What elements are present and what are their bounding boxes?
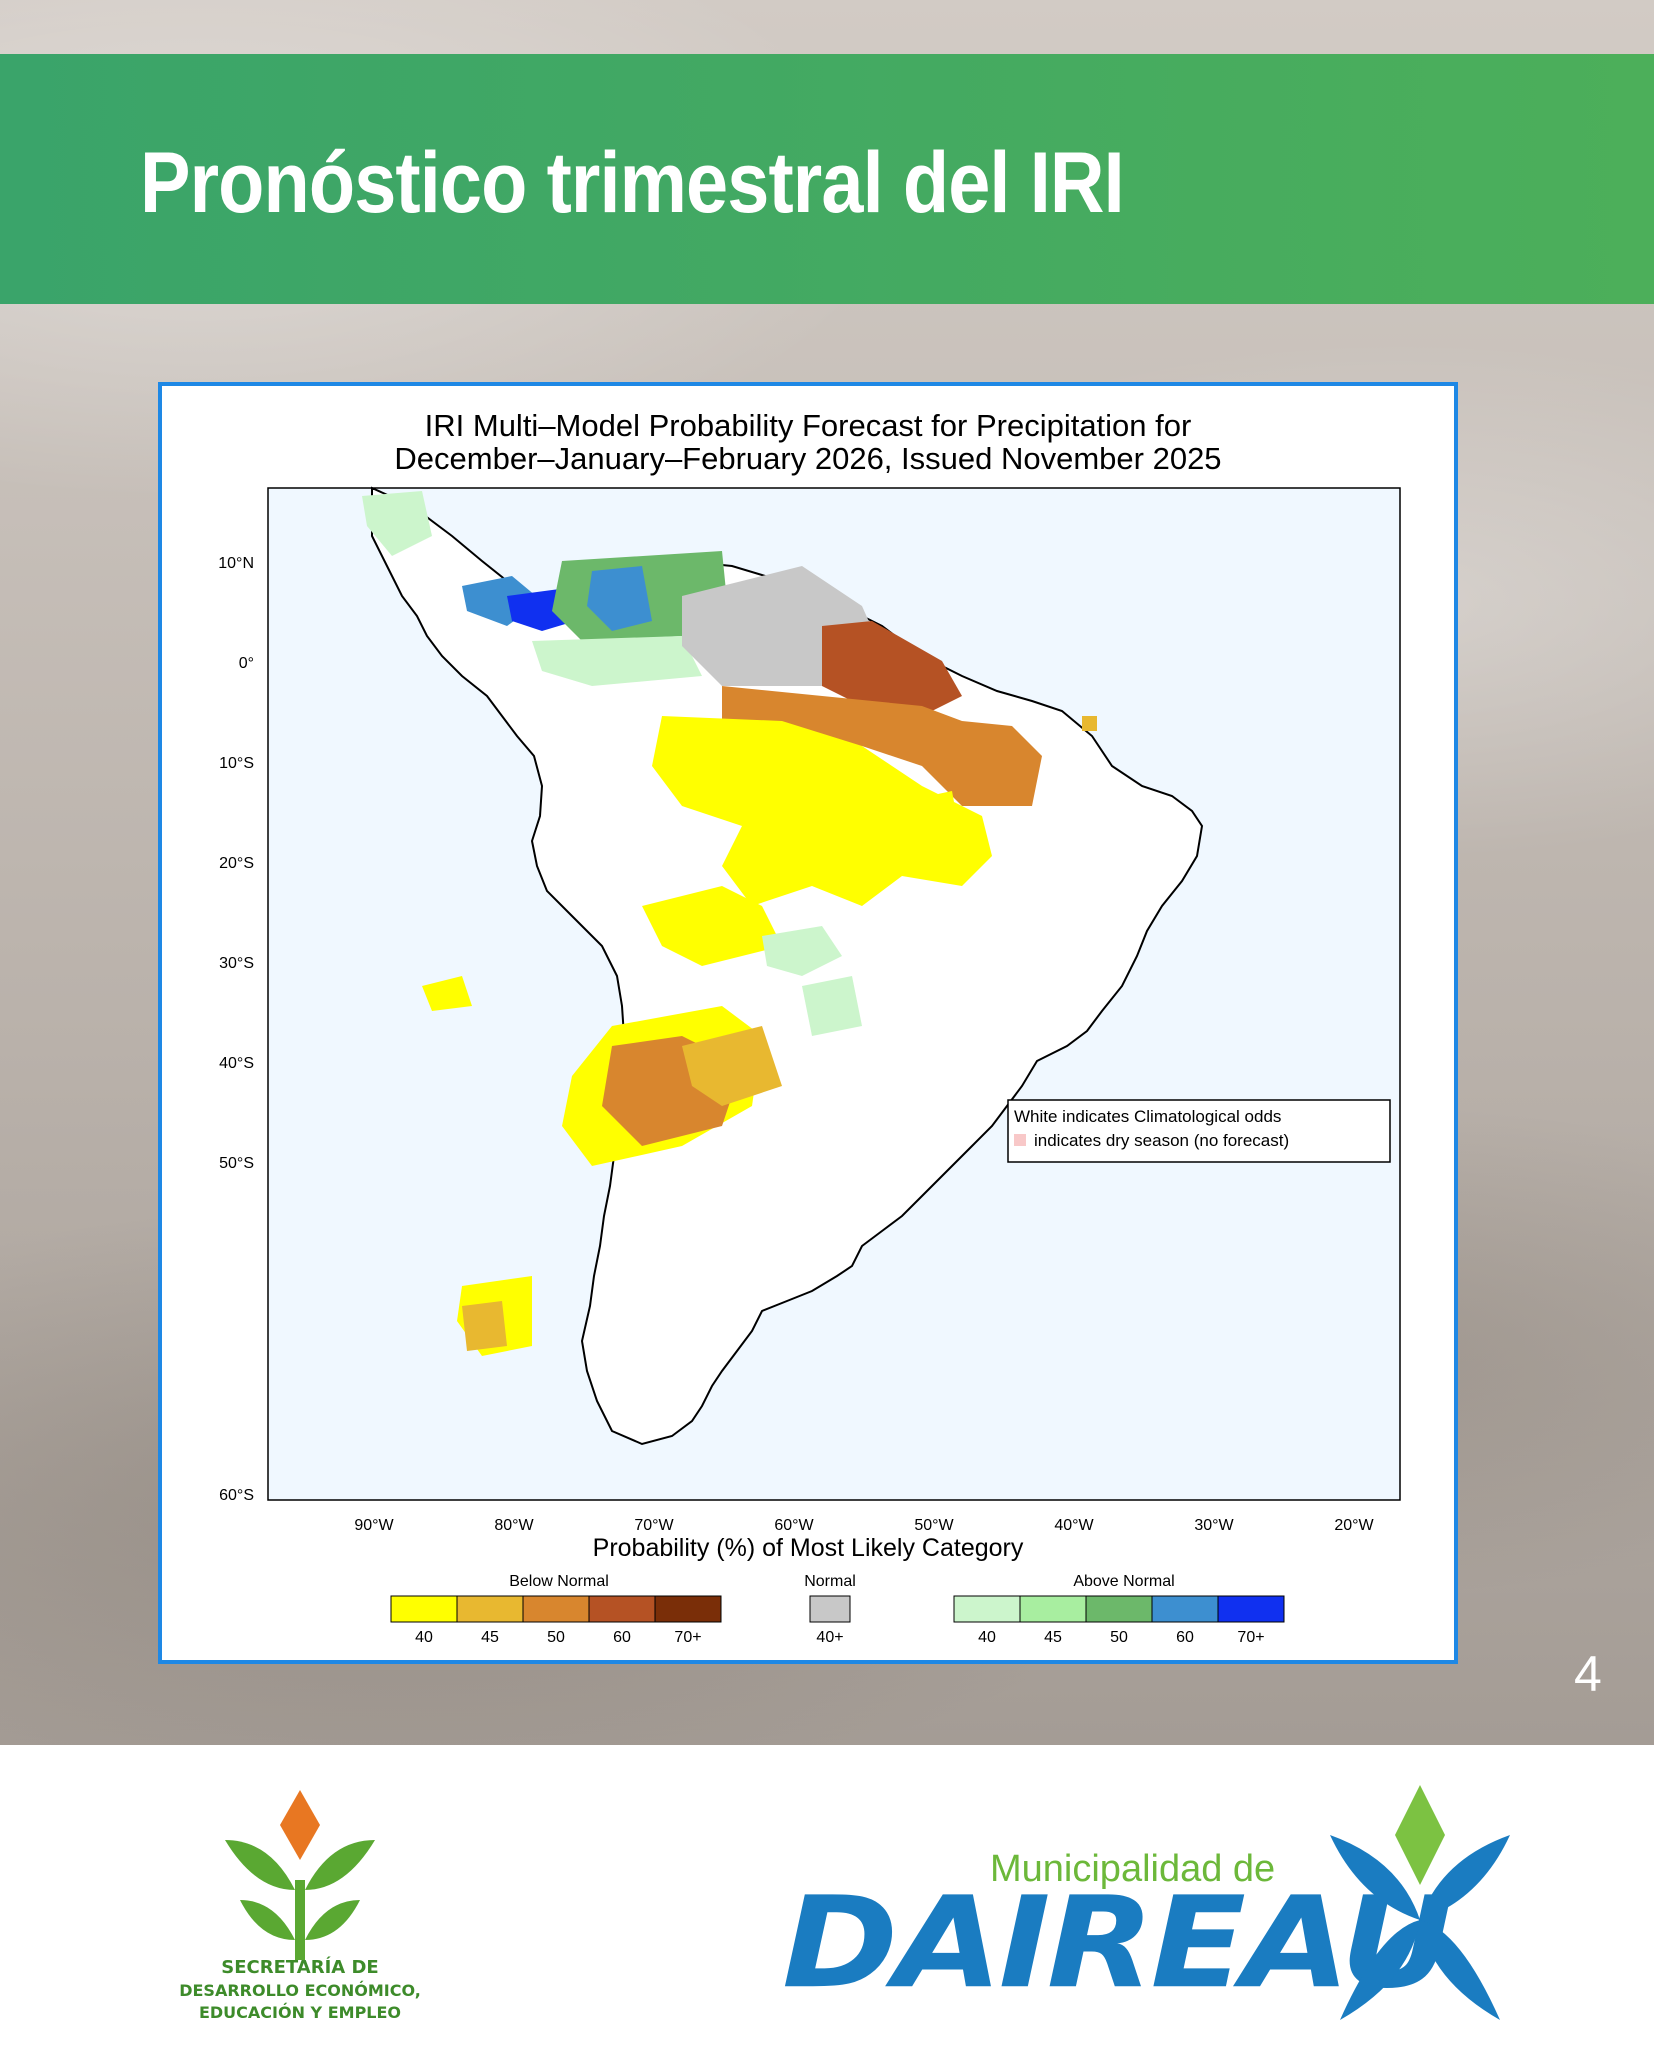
normal-label: Normal — [804, 1573, 856, 1590]
tick-below-45: 45 — [481, 1629, 499, 1646]
lat-label-60S: 60°S — [219, 1487, 254, 1504]
daireau-logo-icon — [1330, 1785, 1510, 2020]
below-normal-label: Below Normal — [509, 1573, 609, 1590]
dry-season-swatch — [1014, 1134, 1026, 1146]
above-normal-60-colombia — [587, 566, 652, 631]
secretaria-logo-icon — [225, 1790, 375, 1960]
above-normal-40-ecuador — [532, 636, 702, 686]
tick-above-60: 60 — [1176, 1629, 1194, 1646]
swatch-below-45 — [456, 1595, 524, 1623]
footer: SECRETARÍA DE DESARROLLO ECONÓMICO, EDUC… — [0, 1745, 1654, 2067]
lat-label-0: 0° — [239, 655, 254, 672]
swatch-below-70 — [654, 1595, 722, 1623]
swatch-above-45 — [1019, 1595, 1087, 1623]
tick-above-70: 70+ — [1237, 1629, 1264, 1646]
lat-label-10S: 10°S — [219, 755, 254, 772]
tick-below-40: 40 — [415, 1629, 433, 1646]
map-title-line2: December–January–February 2026, Issued N… — [394, 441, 1222, 476]
lon-label-40W: 40°W — [1054, 1517, 1094, 1534]
tick-below-70: 70+ — [674, 1629, 701, 1646]
secretaria-line3: EDUCACIÓN Y EMPLEO — [198, 2003, 402, 2022]
note-line1: White indicates Climatological odds — [1014, 1107, 1281, 1126]
page-number: 4 — [1574, 1646, 1602, 1702]
lon-label-80W: 80°W — [494, 1517, 534, 1534]
below-normal-60-amazon-mouth — [822, 621, 962, 716]
tick-above-45: 45 — [1044, 1629, 1062, 1646]
tick-normal-40: 40+ — [816, 1629, 843, 1646]
lon-label-90W: 90°W — [354, 1517, 394, 1534]
above-normal-40-paraguay — [762, 926, 842, 976]
swatch-below-60 — [588, 1595, 656, 1623]
below-normal-40-northeast — [882, 791, 962, 876]
swatch-above-60 — [1151, 1595, 1219, 1623]
below-normal-40-central — [642, 886, 782, 966]
lat-label-30S: 30°S — [219, 955, 254, 972]
swatch-normal-40 — [809, 1595, 851, 1623]
tick-below-50: 50 — [547, 1629, 565, 1646]
above-normal-label: Above Normal — [1073, 1573, 1174, 1590]
below-normal-50-north-brazil — [722, 686, 1042, 806]
lon-label-30W: 30°W — [1194, 1517, 1234, 1534]
lat-label-20S: 20°S — [219, 855, 254, 872]
page-title: Pronóstico trimestral del IRI — [140, 135, 1125, 231]
below-normal-45-south-brazil — [682, 1026, 782, 1106]
secretaria-line1: SECRETARÍA DE — [221, 1957, 379, 1978]
lat-ticks: 10°N 0° 10°S 20°S 30°S 40°S 50°S 60°S — [218, 555, 254, 1504]
swatch-below-50 — [522, 1595, 590, 1623]
swatch-above-50 — [1085, 1595, 1153, 1623]
legend-above-normal: Above Normal 40 45 50 60 70+ — [953, 1573, 1285, 1646]
tick-below-60: 60 — [613, 1629, 631, 1646]
lat-label-10N: 10°N — [218, 555, 254, 572]
legend-title: Probability (%) of Most Likely Category — [593, 1534, 1024, 1562]
swatch-above-40 — [953, 1595, 1021, 1623]
map-note-box: White indicates Climatological odds indi… — [1007, 1099, 1391, 1163]
below-normal-40-peru — [422, 976, 472, 1011]
lon-label-70W: 70°W — [634, 1517, 674, 1534]
forecast-map: 10°N 0° 10°S 20°S 30°S 40°S 50°S 60°S 90… — [218, 486, 1401, 1646]
municipalidad-label: Municipalidad de — [990, 1848, 1276, 1890]
below-normal-45-ocean — [1082, 716, 1097, 731]
forecast-shading — [362, 491, 1097, 1356]
map-title-line1: IRI Multi–Model Probability Forecast for… — [424, 408, 1192, 443]
lon-label-50W: 50°W — [914, 1517, 954, 1534]
below-normal-45-patagonia — [462, 1301, 507, 1351]
swatch-below-40 — [390, 1595, 458, 1623]
above-normal-40-central-america — [362, 491, 432, 556]
lon-label-60W: 60°W — [774, 1517, 814, 1534]
title-banner: Pronóstico trimestral del IRI — [0, 54, 1654, 304]
daireau-wordmark: DAIREAU — [782, 1870, 1454, 2017]
secretaria-line2: DESARROLLO ECONÓMICO, — [179, 1981, 421, 2000]
tick-above-50: 50 — [1110, 1629, 1128, 1646]
forecast-map-frame: IRI Multi–Model Probability Forecast for… — [158, 382, 1458, 1664]
lat-label-50S: 50°S — [219, 1155, 254, 1172]
above-normal-40-southeast — [802, 976, 862, 1036]
lon-ticks: 90°W 80°W 70°W 60°W 50°W 40°W 30°W 20°W — [354, 1517, 1374, 1534]
legend-normal: Normal 40+ — [804, 1573, 856, 1646]
note-line2: indicates dry season (no forecast) — [1034, 1131, 1289, 1150]
legend-below-normal: Below Normal 40 45 50 60 70+ — [390, 1573, 722, 1646]
lat-label-40S: 40°S — [219, 1055, 254, 1072]
swatch-above-70 — [1217, 1595, 1285, 1623]
lon-label-20W: 20°W — [1334, 1517, 1374, 1534]
tick-above-40: 40 — [978, 1629, 996, 1646]
